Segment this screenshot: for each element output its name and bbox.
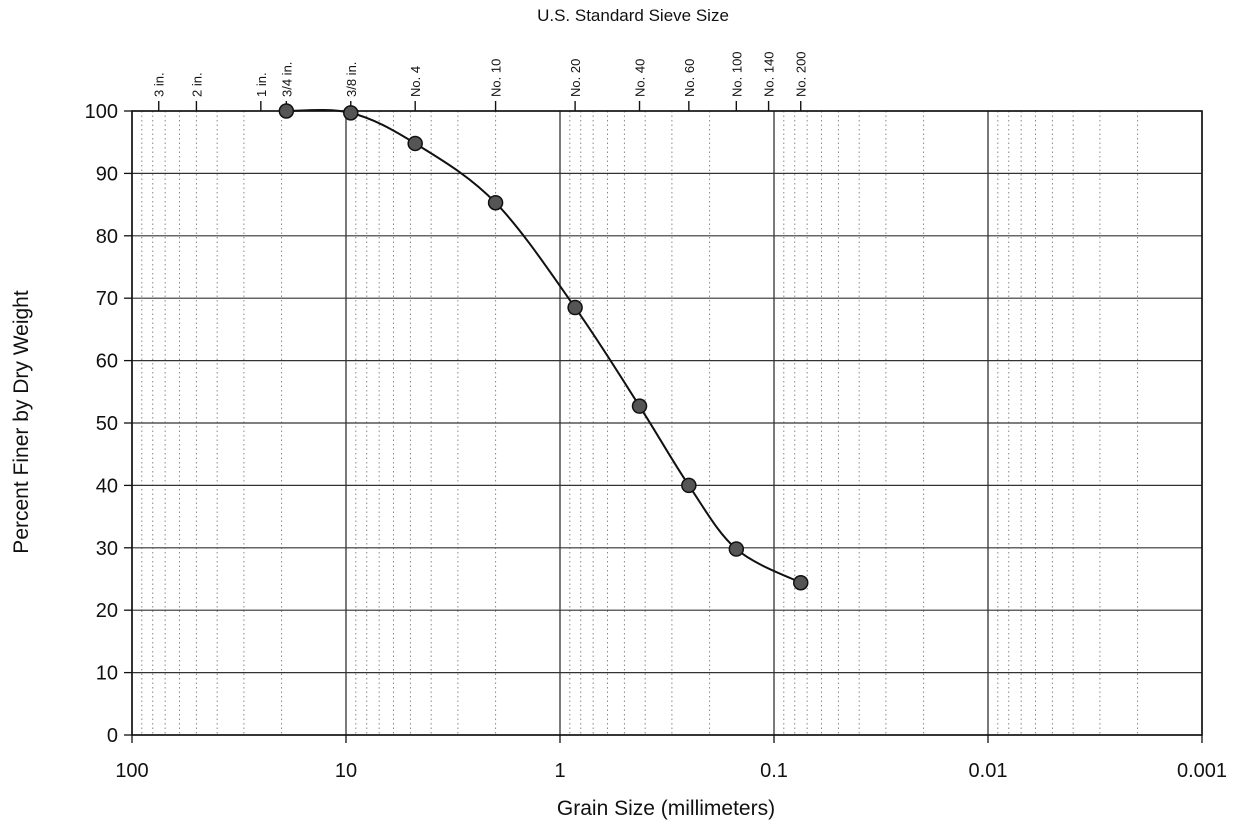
y-tick-label: 80 xyxy=(96,226,118,248)
y-tick-label: 20 xyxy=(96,600,118,622)
sieve-label: 3 in. xyxy=(152,72,167,97)
sieve-label: No. 20 xyxy=(568,59,583,97)
x-tick-label: 0.001 xyxy=(1177,760,1227,782)
sieve-label: 3/4 in. xyxy=(279,62,294,97)
sieve-label: No. 100 xyxy=(729,51,744,97)
y-tick-label: 90 xyxy=(96,163,118,185)
sieve-axis: 3 in. 2 in. 1 in. 3/4 in. 3/8 in. No. 4 No. 10… xyxy=(152,51,809,111)
x-tick-label: 10 xyxy=(335,760,357,782)
sieve-label: 2 in. xyxy=(189,72,204,97)
series xyxy=(278,103,809,591)
data-point xyxy=(343,105,359,121)
y-tick-label: 10 xyxy=(96,663,118,685)
x-tick-label: 0.01 xyxy=(969,760,1008,782)
data-point xyxy=(681,477,697,494)
y-tick-label: 70 xyxy=(96,288,118,310)
sieve-label: No. 140 xyxy=(762,51,777,97)
y-tick-label: 50 xyxy=(96,413,118,435)
data-point xyxy=(567,299,583,316)
data-point xyxy=(728,541,745,557)
data-point xyxy=(631,398,648,414)
data-point xyxy=(407,135,423,152)
x-tick-label: 0.1 xyxy=(760,760,788,782)
y-tick-label: 100 xyxy=(85,101,118,123)
y-tick-label: 0 xyxy=(107,725,118,747)
y-tick-label: 40 xyxy=(96,475,118,497)
y-axis-title: Percent Finer by Dry Weight xyxy=(10,290,33,554)
data-point xyxy=(792,574,809,591)
data-point xyxy=(487,194,504,211)
sieve-label: No. 10 xyxy=(489,59,504,97)
x-axis-title: Grain Size (millimeters) xyxy=(557,797,775,820)
sieve-label: 3/8 in. xyxy=(344,62,359,97)
x-tick-label: 1 xyxy=(554,760,565,782)
data-point xyxy=(278,103,295,119)
sieve-label: No. 4 xyxy=(408,66,423,97)
x-tick-label: 100 xyxy=(115,760,148,782)
sieve-label: No. 200 xyxy=(794,51,809,97)
y-tick-label: 60 xyxy=(96,351,118,373)
grid xyxy=(131,110,1203,736)
sieve-label: No. 40 xyxy=(633,59,648,97)
axes: 0 10 20 30 40 50 60 70 80 90 100 100 10 1 0.1 0.01 0.001 xyxy=(85,101,1227,782)
sieve-label: No. 60 xyxy=(682,59,697,97)
sieve-label: 1 in. xyxy=(254,72,269,97)
chart-title: U.S. Standard Sieve Size xyxy=(537,6,729,25)
y-tick-label: 30 xyxy=(96,538,118,560)
series-line xyxy=(286,108,802,584)
